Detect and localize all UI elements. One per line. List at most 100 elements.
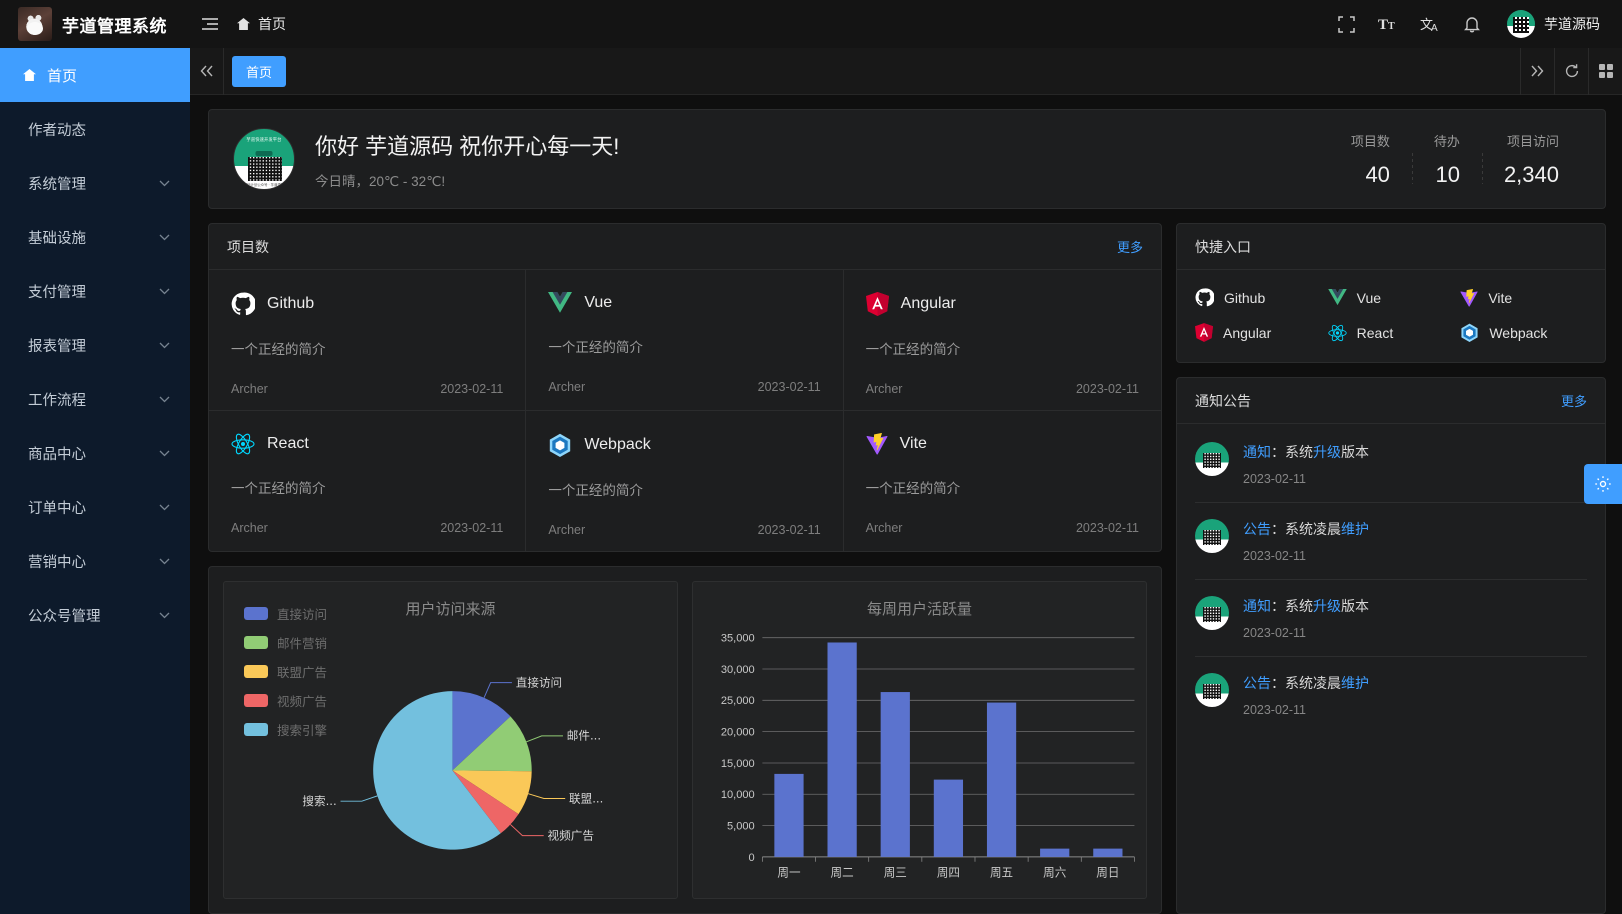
- grid-icon[interactable]: [1588, 47, 1622, 95]
- sidebar-item-marketing-center[interactable]: 营销中心: [0, 534, 190, 588]
- translate-icon[interactable]: 文 A: [1411, 0, 1449, 48]
- notices-more-link[interactable]: 更多: [1560, 394, 1587, 409]
- bar-y-tick-label: 10,000: [721, 789, 755, 801]
- notice-text-block: 通知：系统升级版本 2023-02-11: [1243, 442, 1369, 486]
- legend-item[interactable]: 联盟广告: [244, 662, 327, 681]
- legend-item[interactable]: 邮件营销: [244, 633, 327, 652]
- pie-slice[interactable]: [452, 691, 511, 771]
- quick-entry-label: Angular: [1223, 324, 1272, 341]
- sidebar-item-order-center[interactable]: 订单中心: [0, 480, 190, 534]
- chevrons-left-icon[interactable]: [190, 47, 224, 95]
- project-date: 2023-02-11: [757, 523, 821, 537]
- project-card[interactable]: Angular 一个正经的简介 Archer 2023-02-11: [843, 270, 1161, 411]
- notice-title[interactable]: 公告：系统凌晨维护: [1243, 519, 1369, 539]
- sidebar-item-label: 报表管理: [28, 338, 86, 355]
- user-menu[interactable]: 芋道源码: [1495, 10, 1606, 38]
- sidebar-item-label: 作者动态: [28, 122, 86, 139]
- legend-item[interactable]: 搜索引擎: [244, 720, 327, 739]
- legend-item[interactable]: 直接访问: [244, 604, 327, 623]
- quick-entry-webpack[interactable]: Webpack: [1460, 323, 1587, 342]
- notice-item[interactable]: 公告：系统凌晨维护 2023-02-11: [1195, 657, 1587, 733]
- page-content: 芋道快速开发平台 源码计划公众号 · 芋道源码 你好 芋道源码 祝你开心每一天!…: [190, 95, 1622, 914]
- bar-rect[interactable]: [1093, 848, 1123, 857]
- notice-title[interactable]: 通知：系统升级版本: [1243, 442, 1369, 462]
- pie-callout-line: [483, 682, 512, 698]
- project-footer: Archer 2023-02-11: [548, 523, 820, 537]
- bell-icon[interactable]: [1453, 0, 1491, 48]
- bar-rect[interactable]: [933, 779, 964, 857]
- refresh-icon[interactable]: [1554, 47, 1588, 95]
- project-footer: Archer 2023-02-11: [231, 521, 503, 535]
- quick-entry-github[interactable]: Github: [1195, 288, 1322, 307]
- bar-rect[interactable]: [1040, 848, 1070, 857]
- project-card[interactable]: Vue 一个正经的简介 Archer 2023-02-11: [526, 270, 844, 411]
- quick-entry-label: Vue: [1356, 289, 1382, 306]
- chevrons-right-icon[interactable]: [1520, 47, 1554, 95]
- pie-slice[interactable]: [373, 691, 501, 850]
- bar-rect[interactable]: [986, 702, 1017, 857]
- stat-value: 40: [1365, 161, 1390, 187]
- sidebar-item-label: 系统管理: [28, 176, 86, 193]
- breadcrumb[interactable]: 首页: [236, 14, 286, 34]
- legend-item[interactable]: 视频广告: [244, 691, 327, 710]
- pie-callout-label: 视频广告: [548, 829, 594, 843]
- notice-title[interactable]: 公告：系统凌晨维护: [1243, 673, 1369, 693]
- vite-icon: [1460, 288, 1478, 307]
- bar-rect[interactable]: [827, 642, 857, 857]
- bar-rect[interactable]: [774, 773, 804, 857]
- quick-entry-react[interactable]: React: [1328, 323, 1455, 342]
- sidebar-item-workflow[interactable]: 工作流程: [0, 372, 190, 426]
- notice-item[interactable]: 通知：系统升级版本 2023-02-11: [1195, 580, 1587, 657]
- bar-rect[interactable]: [880, 692, 910, 857]
- notice-suffix: 版本: [1341, 598, 1369, 614]
- react-icon: [1328, 324, 1347, 342]
- fullscreen-icon[interactable]: [1327, 0, 1365, 48]
- bar-x-tick-label: 周日: [1096, 865, 1119, 879]
- bar-y-tick-label: 35,000: [721, 633, 755, 645]
- qr-avatar-badge: [255, 151, 273, 156]
- project-card[interactable]: Webpack 一个正经的简介 Archer 2023-02-11: [526, 411, 844, 551]
- brand[interactable]: 芋道管理系统: [0, 7, 190, 41]
- project-desc: 一个正经的简介: [548, 483, 643, 498]
- notice-item[interactable]: 通知：系统升级版本 2023-02-11: [1195, 426, 1587, 503]
- sidebar-item-payment[interactable]: 支付管理: [0, 264, 190, 318]
- project-date: 2023-02-11: [757, 380, 821, 394]
- notice-title[interactable]: 通知：系统升级版本: [1243, 596, 1369, 616]
- pie-slice[interactable]: [452, 770, 519, 834]
- legend-label: 搜索引擎: [277, 724, 328, 738]
- pie-slice[interactable]: [452, 770, 532, 815]
- tab-home[interactable]: 首页: [232, 55, 287, 87]
- hamburger-icon[interactable]: [190, 0, 230, 48]
- quick-entry-angular[interactable]: Angular: [1195, 323, 1322, 342]
- legend-swatch: [244, 665, 268, 678]
- pie-slice[interactable]: [452, 716, 532, 772]
- bar-x-tick-label: 周三: [884, 865, 907, 879]
- sidebar-item-mp-management[interactable]: 公众号管理: [0, 588, 190, 642]
- bar-x-tick-label: 周六: [1043, 865, 1066, 879]
- sidebar-item-author-news[interactable]: 作者动态: [0, 102, 190, 156]
- sidebar-item-label: 支付管理: [28, 284, 86, 301]
- sidebar-item-home[interactable]: 首页: [0, 48, 190, 102]
- notice-item[interactable]: 公告：系统凌晨维护 2023-02-11: [1195, 503, 1587, 580]
- project-card[interactable]: Github 一个正经的简介 Archer 2023-02-11: [209, 270, 527, 411]
- project-card[interactable]: React 一个正经的简介 Archer 2023-02-11: [209, 411, 527, 551]
- vue-icon: [548, 292, 573, 314]
- quick-entry-vite[interactable]: Vite: [1460, 288, 1587, 307]
- projects-more-link[interactable]: 更多: [1116, 240, 1143, 255]
- body: 首页 作者动态 系统管理 基础设施 支付管理: [0, 47, 1622, 914]
- qr-avatar: 芋道快速开发平台 源码计划公众号 · 芋道源码: [233, 128, 295, 190]
- sidebar-item-report[interactable]: 报表管理: [0, 318, 190, 372]
- stat-value: 2,340: [1503, 161, 1559, 187]
- webpack-icon: [548, 433, 572, 457]
- sidebar-item-system[interactable]: 系统管理: [0, 156, 190, 210]
- quick-entry-label: Github: [1224, 289, 1266, 306]
- sidebar-item-infrastructure[interactable]: 基础设施: [0, 210, 190, 264]
- sidebar-item-product-center[interactable]: 商品中心: [0, 426, 190, 480]
- quick-entry-vue[interactable]: Vue: [1327, 288, 1455, 307]
- quick-entry-label: Webpack: [1489, 324, 1548, 341]
- greeting-banner: 芋道快速开发平台 源码计划公众号 · 芋道源码 你好 芋道源码 祝你开心每一天!…: [208, 109, 1606, 209]
- project-card[interactable]: Vite 一个正经的简介 Archer 2023-02-11: [844, 411, 1161, 551]
- font-size-icon[interactable]: T T: [1369, 0, 1407, 48]
- notices-header: 通知公告 更多: [1177, 378, 1605, 424]
- settings-fab[interactable]: [1584, 464, 1622, 504]
